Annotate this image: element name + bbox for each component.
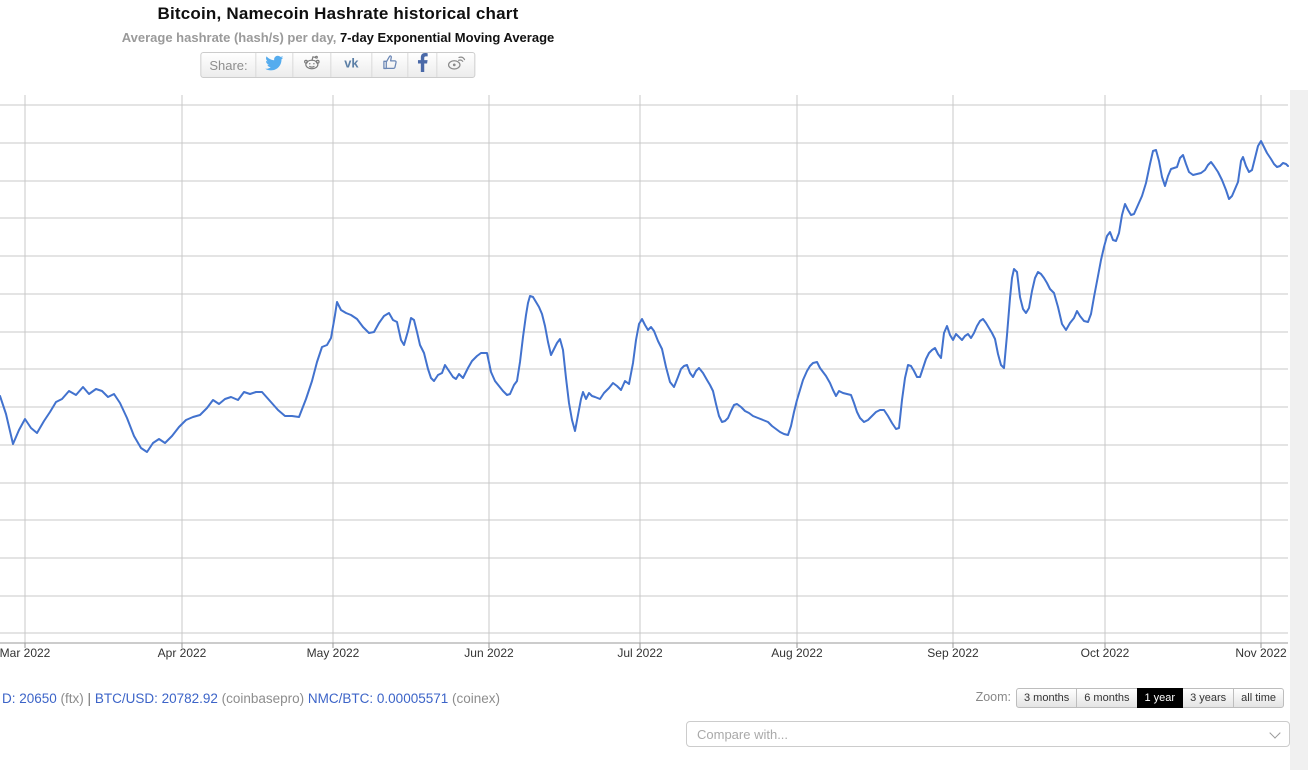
right-margin-strip — [1290, 90, 1308, 770]
chart-subtitle: Average hashrate (hash/s) per day, 7-day… — [0, 30, 676, 45]
x-axis-label: Sep 2022 — [927, 646, 979, 660]
price-link[interactable]: NMC/BTC: 0.00005571 — [307, 691, 449, 706]
share-facebook-button[interactable] — [407, 53, 437, 77]
facebook-icon — [417, 53, 429, 77]
x-axis-label: May 2022 — [306, 646, 360, 660]
price-text: | — [87, 691, 95, 706]
share-weibo-button[interactable] — [436, 53, 475, 77]
price-text: (ftx) — [56, 691, 88, 706]
share-like-button[interactable] — [371, 53, 408, 77]
share-reddit-button[interactable] — [292, 53, 331, 77]
compare-with-select[interactable]: Compare with... — [686, 721, 1290, 747]
x-axis-label: Mar 2022 — [0, 646, 51, 660]
weibo-icon — [446, 53, 467, 77]
x-axis-label: Oct 2022 — [1080, 646, 1130, 660]
price-text: (coinex) — [448, 691, 501, 706]
share-label: Share: — [209, 57, 248, 73]
reddit-icon — [302, 53, 323, 77]
x-axis-label: Jun 2022 — [464, 646, 514, 660]
zoom-label: Zoom: — [975, 690, 1011, 704]
zoom-range-button-all-time[interactable]: all time — [1233, 688, 1284, 708]
x-axis-label: Jul 2022 — [617, 646, 663, 660]
zoom-range-button-6-months[interactable]: 6 months — [1076, 688, 1138, 708]
x-axis-label: Apr 2022 — [157, 646, 207, 660]
x-axis-label: Aug 2022 — [771, 646, 823, 660]
subtitle-muted-part: Average hashrate (hash/s) per day, — [121, 30, 340, 45]
zoom-button-group: 3 months 6 months 1 year 3 years all time — [1016, 688, 1284, 708]
subtitle-bold-part: 7-day Exponential Moving Average — [339, 30, 555, 45]
chevron-down-icon — [1269, 726, 1281, 739]
price-link[interactable]: D: 20650 — [2, 691, 57, 706]
page-title: Bitcoin, Namecoin Hashrate historical ch… — [157, 4, 519, 23]
zoom-range-button-1-year[interactable]: 1 year — [1136, 688, 1184, 708]
svg-text:vk: vk — [345, 55, 360, 70]
x-axis-label: Nov 2022 — [1235, 646, 1287, 660]
hashrate-series-line — [0, 140, 1289, 453]
share-vk-button[interactable]: vk — [330, 53, 372, 77]
share-bar: Share: vk — [200, 52, 476, 78]
zoom-controls: Zoom: 3 months 6 months 1 year 3 years all t… — [975, 688, 1284, 708]
vk-icon: vk — [340, 54, 364, 77]
price-ticker: D: 20650 (ftx) | BTC/USD: 20782.92 (coin… — [2, 691, 500, 706]
share-twitter-button[interactable] — [255, 53, 293, 77]
price-text: (coinbasepro) — [217, 691, 308, 706]
like-icon — [381, 53, 400, 77]
twitter-icon — [265, 54, 285, 77]
zoom-range-button-3-years[interactable]: 3 years — [1182, 688, 1235, 708]
compare-placeholder: Compare with... — [697, 726, 789, 742]
zoom-range-button-3-months[interactable]: 3 months — [1016, 688, 1078, 708]
price-link[interactable]: BTC/USD: 20782.92 — [94, 691, 218, 706]
